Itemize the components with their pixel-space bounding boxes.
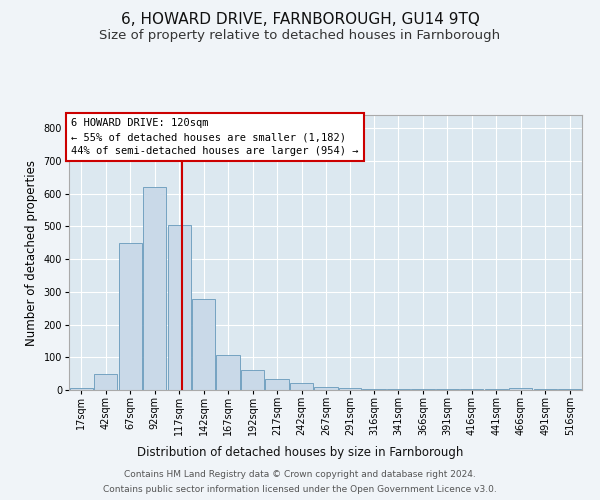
Bar [217,354,240,390]
Bar [192,299,215,390]
Bar [314,388,338,390]
Bar [70,388,93,390]
Bar [241,370,264,390]
Bar [94,374,118,390]
Text: 6 HOWARD DRIVE: 120sqm
← 55% of detached houses are smaller (1,182)
44% of semi-: 6 HOWARD DRIVE: 120sqm ← 55% of detached… [71,118,358,156]
Text: Contains public sector information licensed under the Open Government Licence v3: Contains public sector information licen… [103,485,497,494]
Text: 6, HOWARD DRIVE, FARNBOROUGH, GU14 9TQ: 6, HOWARD DRIVE, FARNBOROUGH, GU14 9TQ [121,12,479,28]
Text: Distribution of detached houses by size in Farnborough: Distribution of detached houses by size … [137,446,463,459]
Bar [143,187,166,390]
Text: Contains HM Land Registry data © Crown copyright and database right 2024.: Contains HM Land Registry data © Crown c… [124,470,476,479]
Bar [509,388,532,390]
Bar [265,378,289,390]
Bar [290,384,313,390]
Y-axis label: Number of detached properties: Number of detached properties [25,160,38,346]
Bar [119,242,142,390]
Text: Size of property relative to detached houses in Farnborough: Size of property relative to detached ho… [100,29,500,42]
Bar [339,388,361,390]
Bar [167,224,191,390]
